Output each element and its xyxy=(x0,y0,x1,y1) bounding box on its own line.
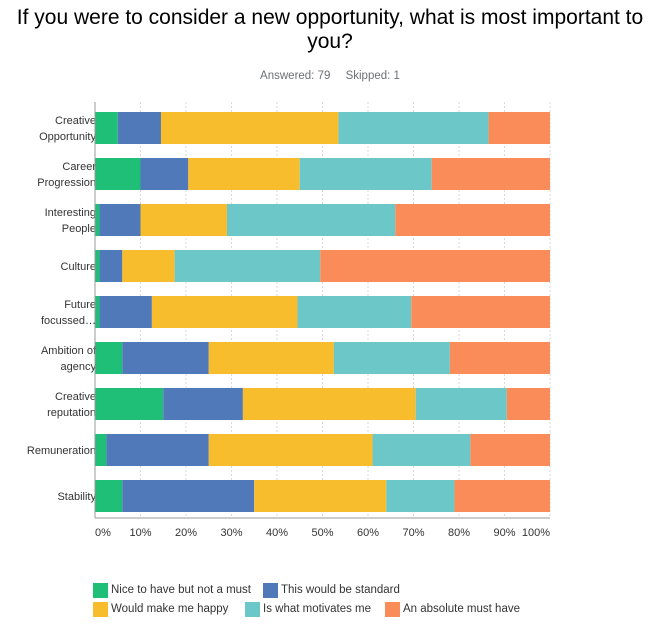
bar-segment xyxy=(242,388,416,420)
legend-swatch xyxy=(263,582,278,598)
bar-segment xyxy=(99,250,123,282)
legend-label: Nice to have but not a must xyxy=(111,584,251,596)
legend-item: Would make me happy xyxy=(93,601,228,617)
bar-segment xyxy=(95,204,100,236)
bar-segment xyxy=(95,388,164,420)
bar-segment xyxy=(299,158,432,190)
bar-segment xyxy=(95,250,100,282)
x-tick-label: 0% xyxy=(95,527,111,539)
bar-segment xyxy=(449,342,550,374)
x-tick-label: 10% xyxy=(129,527,151,539)
skipped-count: Skipped: 1 xyxy=(345,70,400,82)
bar-segment xyxy=(415,388,507,420)
category-label: Future focussed… xyxy=(41,299,96,327)
x-tick-label: 90% xyxy=(493,527,515,539)
answered-count: Answered: 79 xyxy=(260,70,331,82)
legend-swatch xyxy=(93,601,108,617)
legend-label: Would make me happy xyxy=(111,603,229,615)
bar-segment xyxy=(106,434,209,466)
x-tick-label: 40% xyxy=(266,527,288,539)
bar-segment xyxy=(333,342,450,374)
bar-segment xyxy=(122,480,255,512)
category-label: Career Progression xyxy=(37,161,96,189)
bar-segment xyxy=(95,342,123,374)
stacked-bar-chart: Creative Opportunity Career Progression Inte… xyxy=(27,102,551,539)
legend-label: An absolute must have xyxy=(403,603,520,615)
bar-segment xyxy=(163,388,243,420)
legend-item: An absolute must have xyxy=(385,601,520,617)
x-tick-label: 20% xyxy=(175,527,197,539)
category-label: Interesting People xyxy=(45,207,96,235)
x-tick-label: 30% xyxy=(220,527,242,539)
category-label: Ambition of agency xyxy=(41,345,97,373)
bar-segment xyxy=(411,296,550,328)
x-tick-label: 60% xyxy=(357,527,379,539)
legend-item: Is what motivates me xyxy=(245,601,371,617)
bar-segment xyxy=(338,112,489,144)
bar-segment xyxy=(99,204,141,236)
category-label: Culture xyxy=(61,261,96,273)
response-summary: Answered: 79 Skipped: 1 xyxy=(0,70,660,82)
bar-segment xyxy=(95,480,123,512)
legend-label: Is what motivates me xyxy=(263,603,372,615)
bar-segment xyxy=(454,480,550,512)
category-label: Stability xyxy=(57,491,96,503)
category-label: Creative Opportunity xyxy=(39,115,96,143)
x-tick-label: 70% xyxy=(402,527,424,539)
bar-segment xyxy=(95,434,107,466)
bar-segment xyxy=(254,480,387,512)
bar-segment xyxy=(431,158,550,190)
bar-segment xyxy=(122,250,175,282)
bar-segment xyxy=(470,434,550,466)
bar-segment xyxy=(95,158,141,190)
bar-segment xyxy=(320,250,550,282)
bar-segment xyxy=(117,112,161,144)
legend-swatch xyxy=(245,601,260,617)
bar-segment xyxy=(99,296,152,328)
bar-segment xyxy=(372,434,471,466)
bar-segment xyxy=(140,204,227,236)
bar-segment xyxy=(174,250,321,282)
bar-segment xyxy=(297,296,412,328)
category-label: Creative reputation xyxy=(47,391,96,419)
bar-segment xyxy=(395,204,550,236)
bar-segment xyxy=(386,480,455,512)
bar-segment xyxy=(506,388,550,420)
bar-segment xyxy=(95,112,118,144)
x-tick-label: 50% xyxy=(311,527,333,539)
bar-segment xyxy=(151,296,298,328)
bar-segment xyxy=(160,112,339,144)
bar-segment xyxy=(226,204,396,236)
legend-item: This would be standard xyxy=(263,582,400,598)
x-tick-label: 80% xyxy=(448,527,470,539)
x-tick-label: 100% xyxy=(522,527,550,539)
legend-swatch xyxy=(385,601,400,617)
chart-title: If you were to consider a new opportunit… xyxy=(0,6,660,54)
legend-item: Nice to have but not a must xyxy=(93,582,251,598)
bar-segment xyxy=(188,158,300,190)
bar-segment xyxy=(488,112,550,144)
bar-segment xyxy=(95,296,100,328)
legend-label: This would be standard xyxy=(281,584,400,596)
bar-segment xyxy=(208,342,334,374)
category-label: Remuneration xyxy=(27,445,96,457)
bar-segment xyxy=(140,158,189,190)
chart-title-text: If you were to consider a new opportunit… xyxy=(16,6,644,53)
bar-segment xyxy=(122,342,209,374)
legend-swatch xyxy=(93,582,108,598)
bar-segment xyxy=(208,434,373,466)
